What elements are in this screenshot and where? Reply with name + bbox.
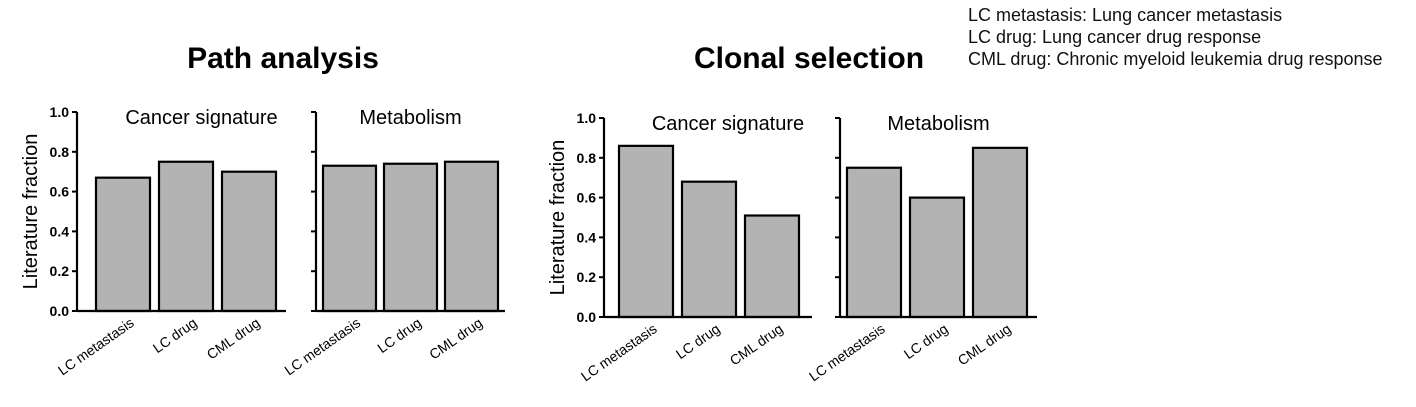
y-axis-label: Literature fraction [547, 140, 569, 296]
category-label: LC drug [374, 314, 424, 356]
bar-chart-1: 0.0 0.2 0.4 0.6 0.8 1.0 Literature fraction Can… [20, 104, 286, 378]
subplot-title: Cancer signature [125, 107, 277, 129]
bar-lc-drug [680, 180, 738, 319]
y-axis-label: Literature fraction [20, 134, 42, 290]
panel-title-clonal-selection: Clonal selection [694, 42, 924, 75]
charts-group: 0.0 0.2 0.4 0.6 0.8 1.0 Literature fraction Can… [20, 104, 1037, 384]
subplot-title: Cancer signature [652, 113, 804, 135]
category-label: CML drug [955, 320, 1014, 368]
category-label: LC metastasis [806, 320, 888, 384]
y-tick-label: 0.2 [50, 263, 70, 279]
abbreviation-legend: LC metastasis: Lung cancer metastasis LC… [968, 4, 1383, 70]
bar-cml-drug [220, 170, 278, 313]
y-tick-label: 0.8 [577, 150, 597, 166]
y-tick-label: 0.6 [577, 190, 597, 206]
bar-cml-drug [971, 146, 1029, 319]
category-label: LC metastasis [55, 314, 137, 378]
y-tick-label: 0.8 [50, 144, 70, 160]
y-tick-label: 0.6 [50, 184, 70, 200]
bar-lc-drug [382, 162, 439, 313]
category-label: CML drug [204, 314, 263, 362]
y-tick-label: 1.0 [577, 110, 597, 126]
category-label: LC drug [901, 320, 951, 362]
y-tick-label: 0.0 [50, 303, 70, 319]
bar-lc-drug [157, 160, 215, 313]
bar-cml-drug [443, 160, 500, 313]
y-tick-label: 0.4 [577, 229, 597, 245]
category-label: LC drug [150, 314, 200, 356]
category-label: CML drug [727, 320, 786, 368]
bar-chart-2: Metabolism LC metastasis LC drug CML drug [281, 107, 505, 378]
subplot-title: Metabolism [359, 107, 461, 129]
bar-chart-4: Metabolism LC metastasis LC drug CML drug [806, 113, 1037, 384]
subplot-title: Metabolism [887, 113, 989, 135]
y-tick-label: 0.2 [577, 269, 597, 285]
bar-chart-3: 0.0 0.2 0.4 0.6 0.8 1.0 Literature fraction Can… [547, 110, 812, 384]
legend-line-cml-drug: CML drug: Chronic myeloid leukemia drug … [968, 49, 1383, 69]
category-label: CML drug [426, 314, 485, 362]
category-label: LC drug [673, 320, 723, 362]
bar-lc-metastasis [617, 144, 675, 319]
category-label: LC metastasis [281, 314, 363, 378]
bar-cml-drug [743, 214, 801, 319]
y-tick-label: 1.0 [50, 104, 70, 120]
panel-title-path-analysis: Path analysis [187, 42, 379, 75]
bar-lc-metastasis [94, 176, 152, 313]
legend-line-lc-metastasis: LC metastasis: Lung cancer metastasis [968, 5, 1283, 25]
bar-lc-metastasis [845, 166, 903, 319]
y-tick-label: 0.0 [577, 309, 597, 325]
legend-line-lc-drug: LC drug: Lung cancer drug response [968, 27, 1262, 47]
category-label: LC metastasis [578, 320, 660, 384]
bar-lc-metastasis [321, 164, 378, 313]
bar-lc-drug [908, 196, 966, 319]
y-tick-label: 0.4 [50, 223, 70, 239]
